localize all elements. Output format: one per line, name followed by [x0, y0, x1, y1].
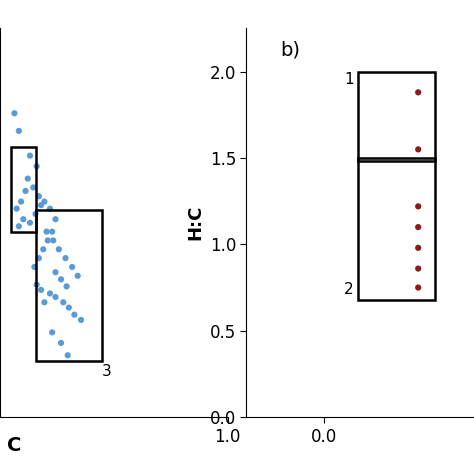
Point: [59, 299, 67, 306]
Point: [414, 202, 422, 210]
Point: [32, 210, 39, 218]
Point: [22, 187, 29, 195]
Point: [55, 246, 63, 253]
Point: [46, 290, 54, 297]
Bar: [11, 147, 36, 232]
Point: [62, 255, 69, 262]
Point: [48, 328, 56, 336]
Point: [17, 198, 25, 205]
Point: [49, 237, 57, 244]
Point: [77, 316, 85, 324]
Text: C: C: [7, 436, 21, 455]
Point: [64, 352, 72, 359]
Point: [24, 175, 32, 182]
Bar: [36, 210, 102, 361]
Point: [57, 275, 65, 283]
Point: [52, 268, 59, 276]
Point: [33, 281, 40, 288]
Text: 2: 2: [344, 283, 354, 297]
Point: [63, 283, 70, 290]
Point: [414, 223, 422, 231]
Point: [52, 216, 59, 223]
Point: [39, 246, 47, 253]
Text: 3: 3: [102, 364, 112, 379]
Point: [19, 216, 27, 223]
Point: [10, 109, 18, 117]
Point: [44, 237, 52, 244]
Point: [46, 205, 54, 212]
Point: [414, 89, 422, 96]
Point: [43, 228, 50, 236]
Bar: [358, 72, 435, 162]
Point: [41, 299, 48, 306]
Point: [31, 263, 38, 271]
Point: [15, 127, 23, 135]
Point: [13, 205, 20, 212]
Point: [414, 284, 422, 292]
Point: [414, 146, 422, 153]
Bar: [358, 158, 435, 300]
Point: [57, 339, 65, 346]
Text: b): b): [281, 40, 301, 59]
Point: [414, 244, 422, 252]
Point: [26, 219, 34, 227]
Text: 1: 1: [344, 72, 354, 87]
Point: [37, 201, 45, 209]
Point: [37, 286, 45, 294]
Point: [414, 265, 422, 273]
Point: [29, 183, 37, 191]
Y-axis label: H:C: H:C: [186, 205, 204, 240]
Point: [74, 272, 82, 280]
Point: [52, 293, 59, 301]
Point: [71, 311, 78, 319]
Point: [26, 152, 34, 159]
Point: [35, 192, 43, 200]
Point: [35, 255, 43, 262]
Point: [33, 163, 40, 170]
Point: [68, 263, 76, 271]
Point: [48, 228, 56, 236]
Point: [15, 222, 23, 230]
Point: [41, 198, 48, 205]
Point: [65, 304, 73, 311]
